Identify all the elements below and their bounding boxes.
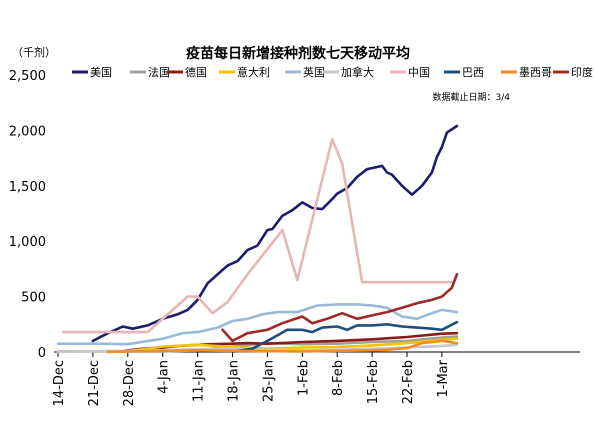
x-tick-label: 15-Feb: [366, 360, 381, 404]
y-axis-unit-label: （千剂）: [12, 45, 56, 59]
y-tick-label: 1,500: [9, 180, 46, 195]
series-line-中国: [61, 138, 454, 334]
legend-label: 巴西: [462, 66, 484, 79]
legend-label: 德国: [185, 65, 207, 79]
x-tick-label: 14-Dec: [52, 360, 67, 406]
x-tick-label: 4-Jan: [157, 360, 172, 394]
y-tick-label: 2,000: [9, 124, 46, 139]
legend-label: 美国: [90, 66, 112, 79]
legend-label: 英国: [303, 65, 325, 79]
series-line-意大利: [121, 337, 459, 354]
y-tick-label: 1,000: [9, 235, 46, 250]
series-line-巴西: [231, 320, 459, 354]
y-tick-label: 500: [21, 291, 46, 306]
x-tick-label: 25-Jan: [261, 360, 276, 402]
x-tick-label: 18-Jan: [227, 360, 242, 402]
y-tick-label: 0: [38, 346, 46, 361]
legend-label: 墨西哥: [519, 66, 552, 79]
x-tick-label: 22-Feb: [401, 360, 416, 404]
legend-label: 加拿大: [341, 65, 374, 79]
x-tick-label: 11-Jan: [192, 360, 207, 402]
data-cutoff-annotation: 数据截止日期：3/4: [433, 91, 511, 103]
legend-label: 印度: [571, 65, 593, 79]
series-line-英国: [56, 303, 459, 346]
chart-title: 疫苗每日新增接种剂数七天移动平均: [186, 45, 410, 62]
legend-label: 中国: [408, 66, 430, 79]
x-tick-label: 1-Mar: [436, 359, 451, 397]
legend-label: 意大利: [237, 65, 270, 79]
legend-label: 法国: [148, 65, 170, 79]
x-tick-label: 21-Dec: [87, 360, 102, 406]
x-tick-label: 8-Feb: [331, 360, 346, 396]
x-tick-label: 28-Dec: [122, 360, 137, 406]
y-tick-label: 2,500: [9, 69, 46, 84]
series-line-美国: [91, 124, 459, 343]
x-tick-label: 1-Feb: [296, 360, 311, 396]
series-line-墨西哥: [106, 339, 459, 354]
series-line-印度: [221, 273, 459, 343]
